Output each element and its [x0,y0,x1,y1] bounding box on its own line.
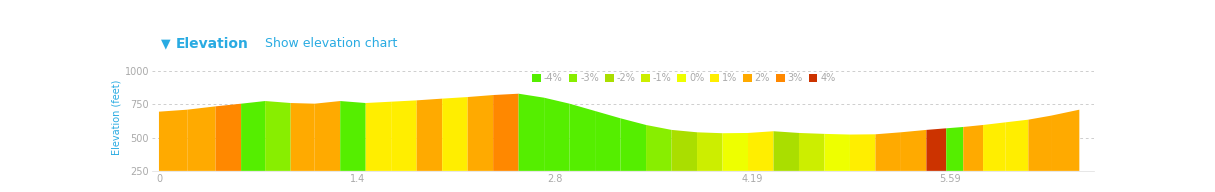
Polygon shape [825,134,850,171]
Polygon shape [697,132,723,171]
Polygon shape [493,94,519,171]
Polygon shape [417,99,442,171]
Polygon shape [241,101,265,171]
Polygon shape [215,104,241,171]
Polygon shape [1006,120,1028,171]
Polygon shape [159,110,187,171]
Polygon shape [672,130,697,171]
Polygon shape [850,134,876,171]
Polygon shape [646,125,672,171]
Polygon shape [946,127,963,171]
Polygon shape [340,101,366,171]
Y-axis label: Elevation (feet): Elevation (feet) [112,80,122,155]
Polygon shape [315,101,340,171]
Polygon shape [366,102,391,171]
Text: Elevation: Elevation [175,37,248,51]
Polygon shape [774,131,799,171]
Text: Show elevation chart: Show elevation chart [265,37,397,50]
Polygon shape [799,133,825,171]
Polygon shape [570,104,595,171]
Polygon shape [1051,110,1079,171]
Polygon shape [1028,116,1051,171]
Polygon shape [290,103,315,171]
Polygon shape [468,95,493,171]
Polygon shape [963,125,983,171]
Polygon shape [926,128,946,171]
Polygon shape [519,94,544,171]
Polygon shape [442,97,468,171]
Text: ▼: ▼ [162,37,171,50]
Polygon shape [187,106,215,171]
Polygon shape [983,122,1006,171]
Polygon shape [902,130,926,171]
Polygon shape [876,132,902,171]
Polygon shape [391,100,417,171]
Polygon shape [723,133,748,171]
Legend: -4%, -3%, -2%, -1%, 0%, 1%, 2%, 3%, 4%: -4%, -3%, -2%, -1%, 0%, 1%, 2%, 3%, 4% [529,69,840,87]
Polygon shape [265,101,290,171]
Polygon shape [544,98,570,171]
Polygon shape [595,111,621,171]
Polygon shape [621,118,646,171]
Polygon shape [748,131,774,171]
